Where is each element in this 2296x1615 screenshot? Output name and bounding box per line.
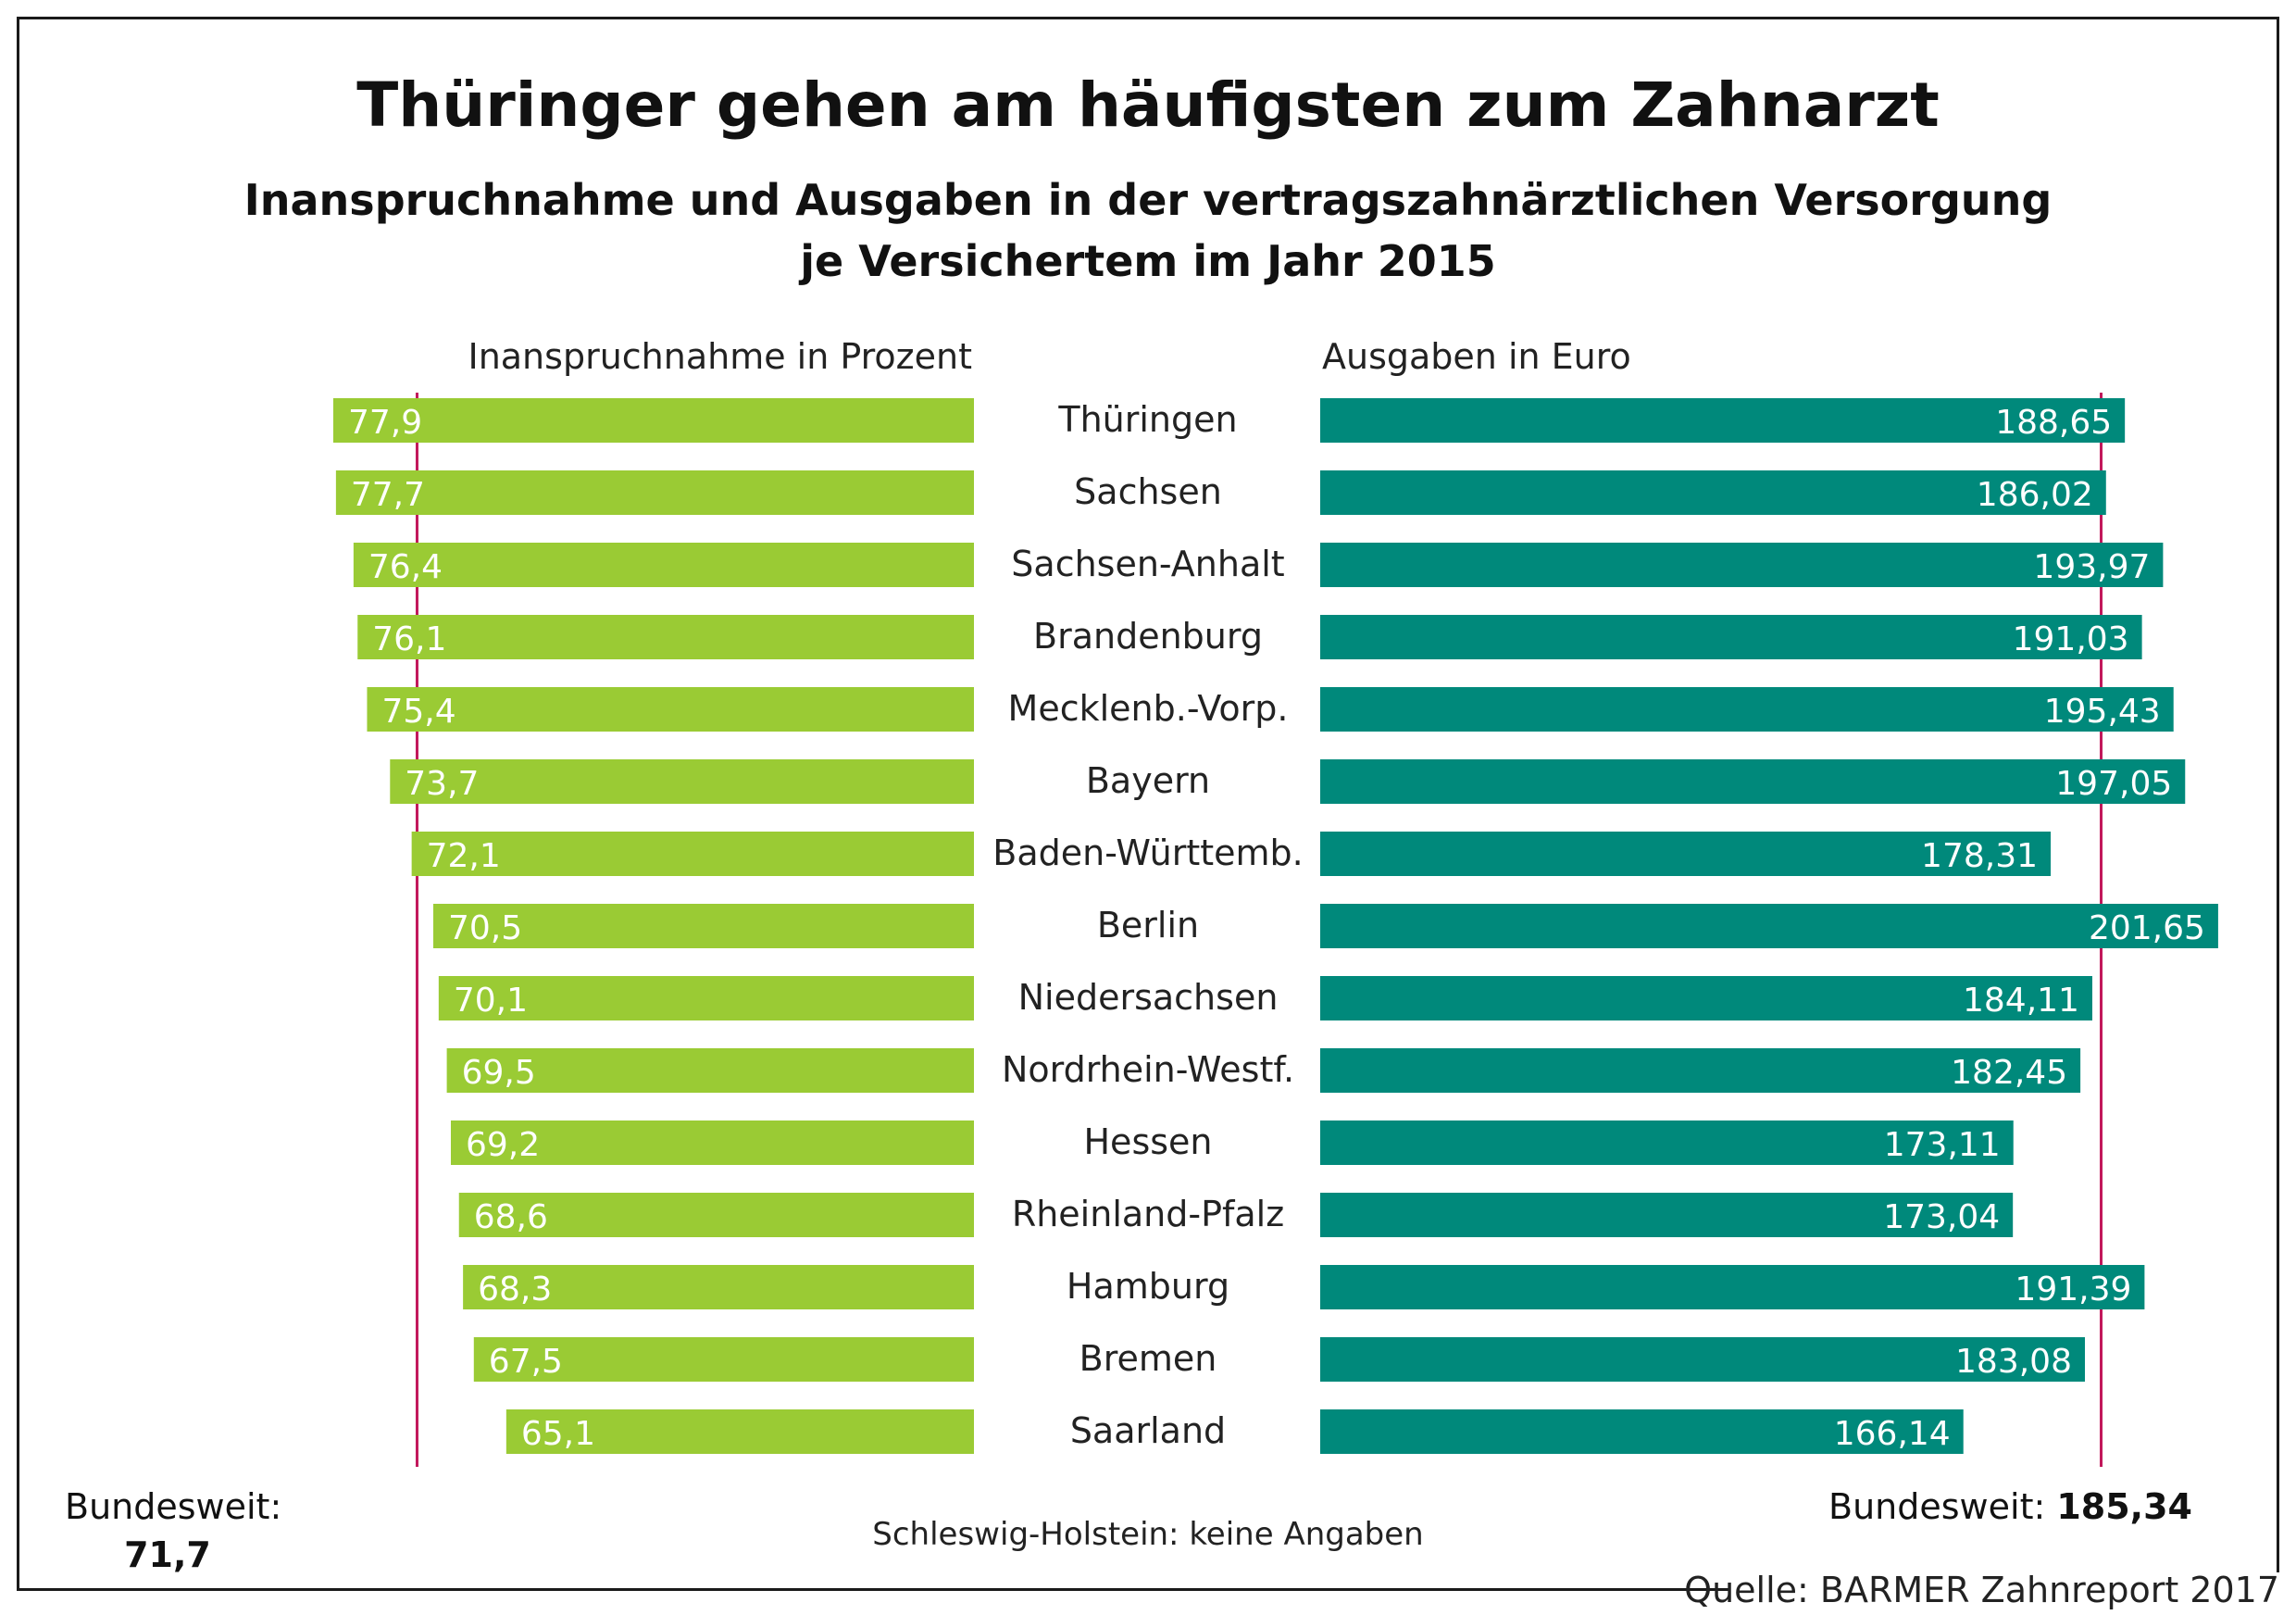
- bar-left: [473, 1337, 974, 1382]
- bar-left-value-label: 73,7: [405, 765, 479, 803]
- bar-right-value-label: 166,14: [1834, 1415, 1951, 1453]
- bar-right-value-label: 191,03: [2013, 620, 2129, 658]
- bar-left-value-label: 70,5: [448, 909, 522, 947]
- category-label: Thüringen: [1057, 399, 1237, 440]
- bar-right: [1320, 687, 2174, 732]
- bar-left: [367, 687, 975, 732]
- chart-title: Thüringer gehen am häufigsten zum Zahnar…: [356, 69, 1940, 141]
- bar-left: [332, 398, 975, 443]
- bar-left-value-label: 69,5: [462, 1054, 536, 1092]
- category-label: Brandenburg: [1033, 616, 1263, 657]
- category-label: Berlin: [1097, 905, 1199, 945]
- bar-left-value-label: 67,5: [489, 1343, 563, 1381]
- bar-right-value-label: 184,11: [1963, 982, 2079, 1020]
- series-label-right: Ausgaben in Euro: [1322, 336, 1631, 377]
- bar-left-value-label: 68,3: [478, 1271, 552, 1308]
- reference-right-value: 185,34: [2056, 1486, 2192, 1527]
- bar-right: [1320, 832, 2052, 876]
- category-label: Baden-Württemb.: [992, 833, 1303, 873]
- bar-right: [1320, 1048, 2081, 1093]
- bar-right-value-label: 182,45: [1951, 1054, 2067, 1092]
- bar-left-value-label: 65,1: [521, 1415, 595, 1453]
- bar-left: [446, 1048, 975, 1093]
- bar-right: [1320, 904, 2218, 948]
- bar-right: [1320, 1409, 1964, 1454]
- category-label: Sachsen-Anhalt: [1011, 544, 1284, 584]
- bar-left: [450, 1120, 975, 1165]
- series-label-left: Inanspruchnahme in Prozent: [468, 336, 972, 377]
- chart-subtitle-line: Inanspruchnahme und Ausgaben in der vert…: [244, 175, 2053, 225]
- category-label: Bayern: [1086, 760, 1210, 801]
- chart-subtitle-line: je Versichertem im Jahr 2015: [798, 236, 1495, 286]
- bar-left-value-label: 72,1: [427, 837, 501, 875]
- bar-left-value-label: 76,4: [368, 548, 443, 586]
- bar-left: [458, 1193, 974, 1237]
- bar-right: [1320, 1337, 2085, 1382]
- bar-left: [353, 543, 974, 587]
- bar-left: [357, 615, 974, 659]
- category-label: Hessen: [1083, 1121, 1212, 1162]
- bar-left-value-label: 77,9: [348, 404, 422, 442]
- bar-left-value-label: 68,6: [474, 1198, 548, 1236]
- bar-left: [505, 1409, 974, 1454]
- bar-right-value-label: 188,65: [1995, 404, 2112, 442]
- category-label: Mecklenb.-Vorp.: [1008, 688, 1289, 729]
- bar-right: [1320, 1193, 2014, 1237]
- bar-left: [390, 759, 974, 804]
- category-label: Saarland: [1070, 1410, 1226, 1451]
- bar-left-value-label: 69,2: [466, 1126, 540, 1164]
- bar-left: [438, 976, 975, 1020]
- bar-right: [1320, 398, 2126, 443]
- bar-right: [1320, 470, 2106, 515]
- bar-right-value-label: 201,65: [2089, 909, 2205, 947]
- source-note: Quelle: BARMER Zahnreport 2017: [1684, 1570, 2279, 1610]
- chart-frame: [17, 17, 2279, 1591]
- category-label: Rheinland-Pfalz: [1012, 1194, 1284, 1234]
- bar-left: [463, 1265, 974, 1309]
- bar-right-value-label: 197,05: [2055, 765, 2172, 803]
- bar-left-value-label: 76,1: [372, 620, 446, 658]
- reference-left-value: 71,7: [124, 1534, 211, 1575]
- bar-right: [1320, 1265, 2145, 1309]
- bar-left-value-label: 77,7: [351, 476, 425, 514]
- bar-right-value-label: 173,11: [1884, 1126, 2001, 1164]
- bar-right: [1320, 543, 2164, 587]
- bar-right-value-label: 191,39: [2015, 1271, 2131, 1308]
- bar-right: [1320, 976, 2092, 1020]
- bar-right-value-label: 178,31: [1921, 837, 2038, 875]
- reference-left-label: Bundesweit:: [65, 1486, 281, 1527]
- bar-left: [433, 904, 974, 948]
- bar-right-value-label: 186,02: [1977, 476, 2093, 514]
- bar-right: [1320, 615, 2142, 659]
- category-label: Bremen: [1079, 1338, 1217, 1379]
- bar-left-value-label: 70,1: [454, 982, 528, 1020]
- bar-right: [1320, 1120, 2014, 1165]
- category-label: Sachsen: [1074, 471, 1222, 512]
- bar-right: [1320, 759, 2186, 804]
- bar-right-value-label: 195,43: [2044, 693, 2161, 731]
- bar-right-value-label: 193,97: [2033, 548, 2150, 586]
- bar-right-value-label: 183,08: [1955, 1343, 2072, 1381]
- source-background: [1729, 1572, 2289, 1613]
- category-label: Nordrhein-Westf.: [1002, 1049, 1294, 1090]
- bar-right-value-label: 173,04: [1883, 1198, 2000, 1236]
- category-label: Niedersachsen: [1018, 977, 1279, 1018]
- bar-left: [411, 832, 974, 876]
- reference-right-label-text: Bundesweit:: [1828, 1486, 2056, 1527]
- bar-left: [335, 470, 974, 515]
- bar-left-value-label: 75,4: [381, 693, 455, 731]
- category-label: Hamburg: [1067, 1266, 1229, 1307]
- footnote: Schleswig-Holstein: keine Angaben: [872, 1516, 1423, 1553]
- reference-right-label: Bundesweit: 185,34: [1828, 1486, 2192, 1527]
